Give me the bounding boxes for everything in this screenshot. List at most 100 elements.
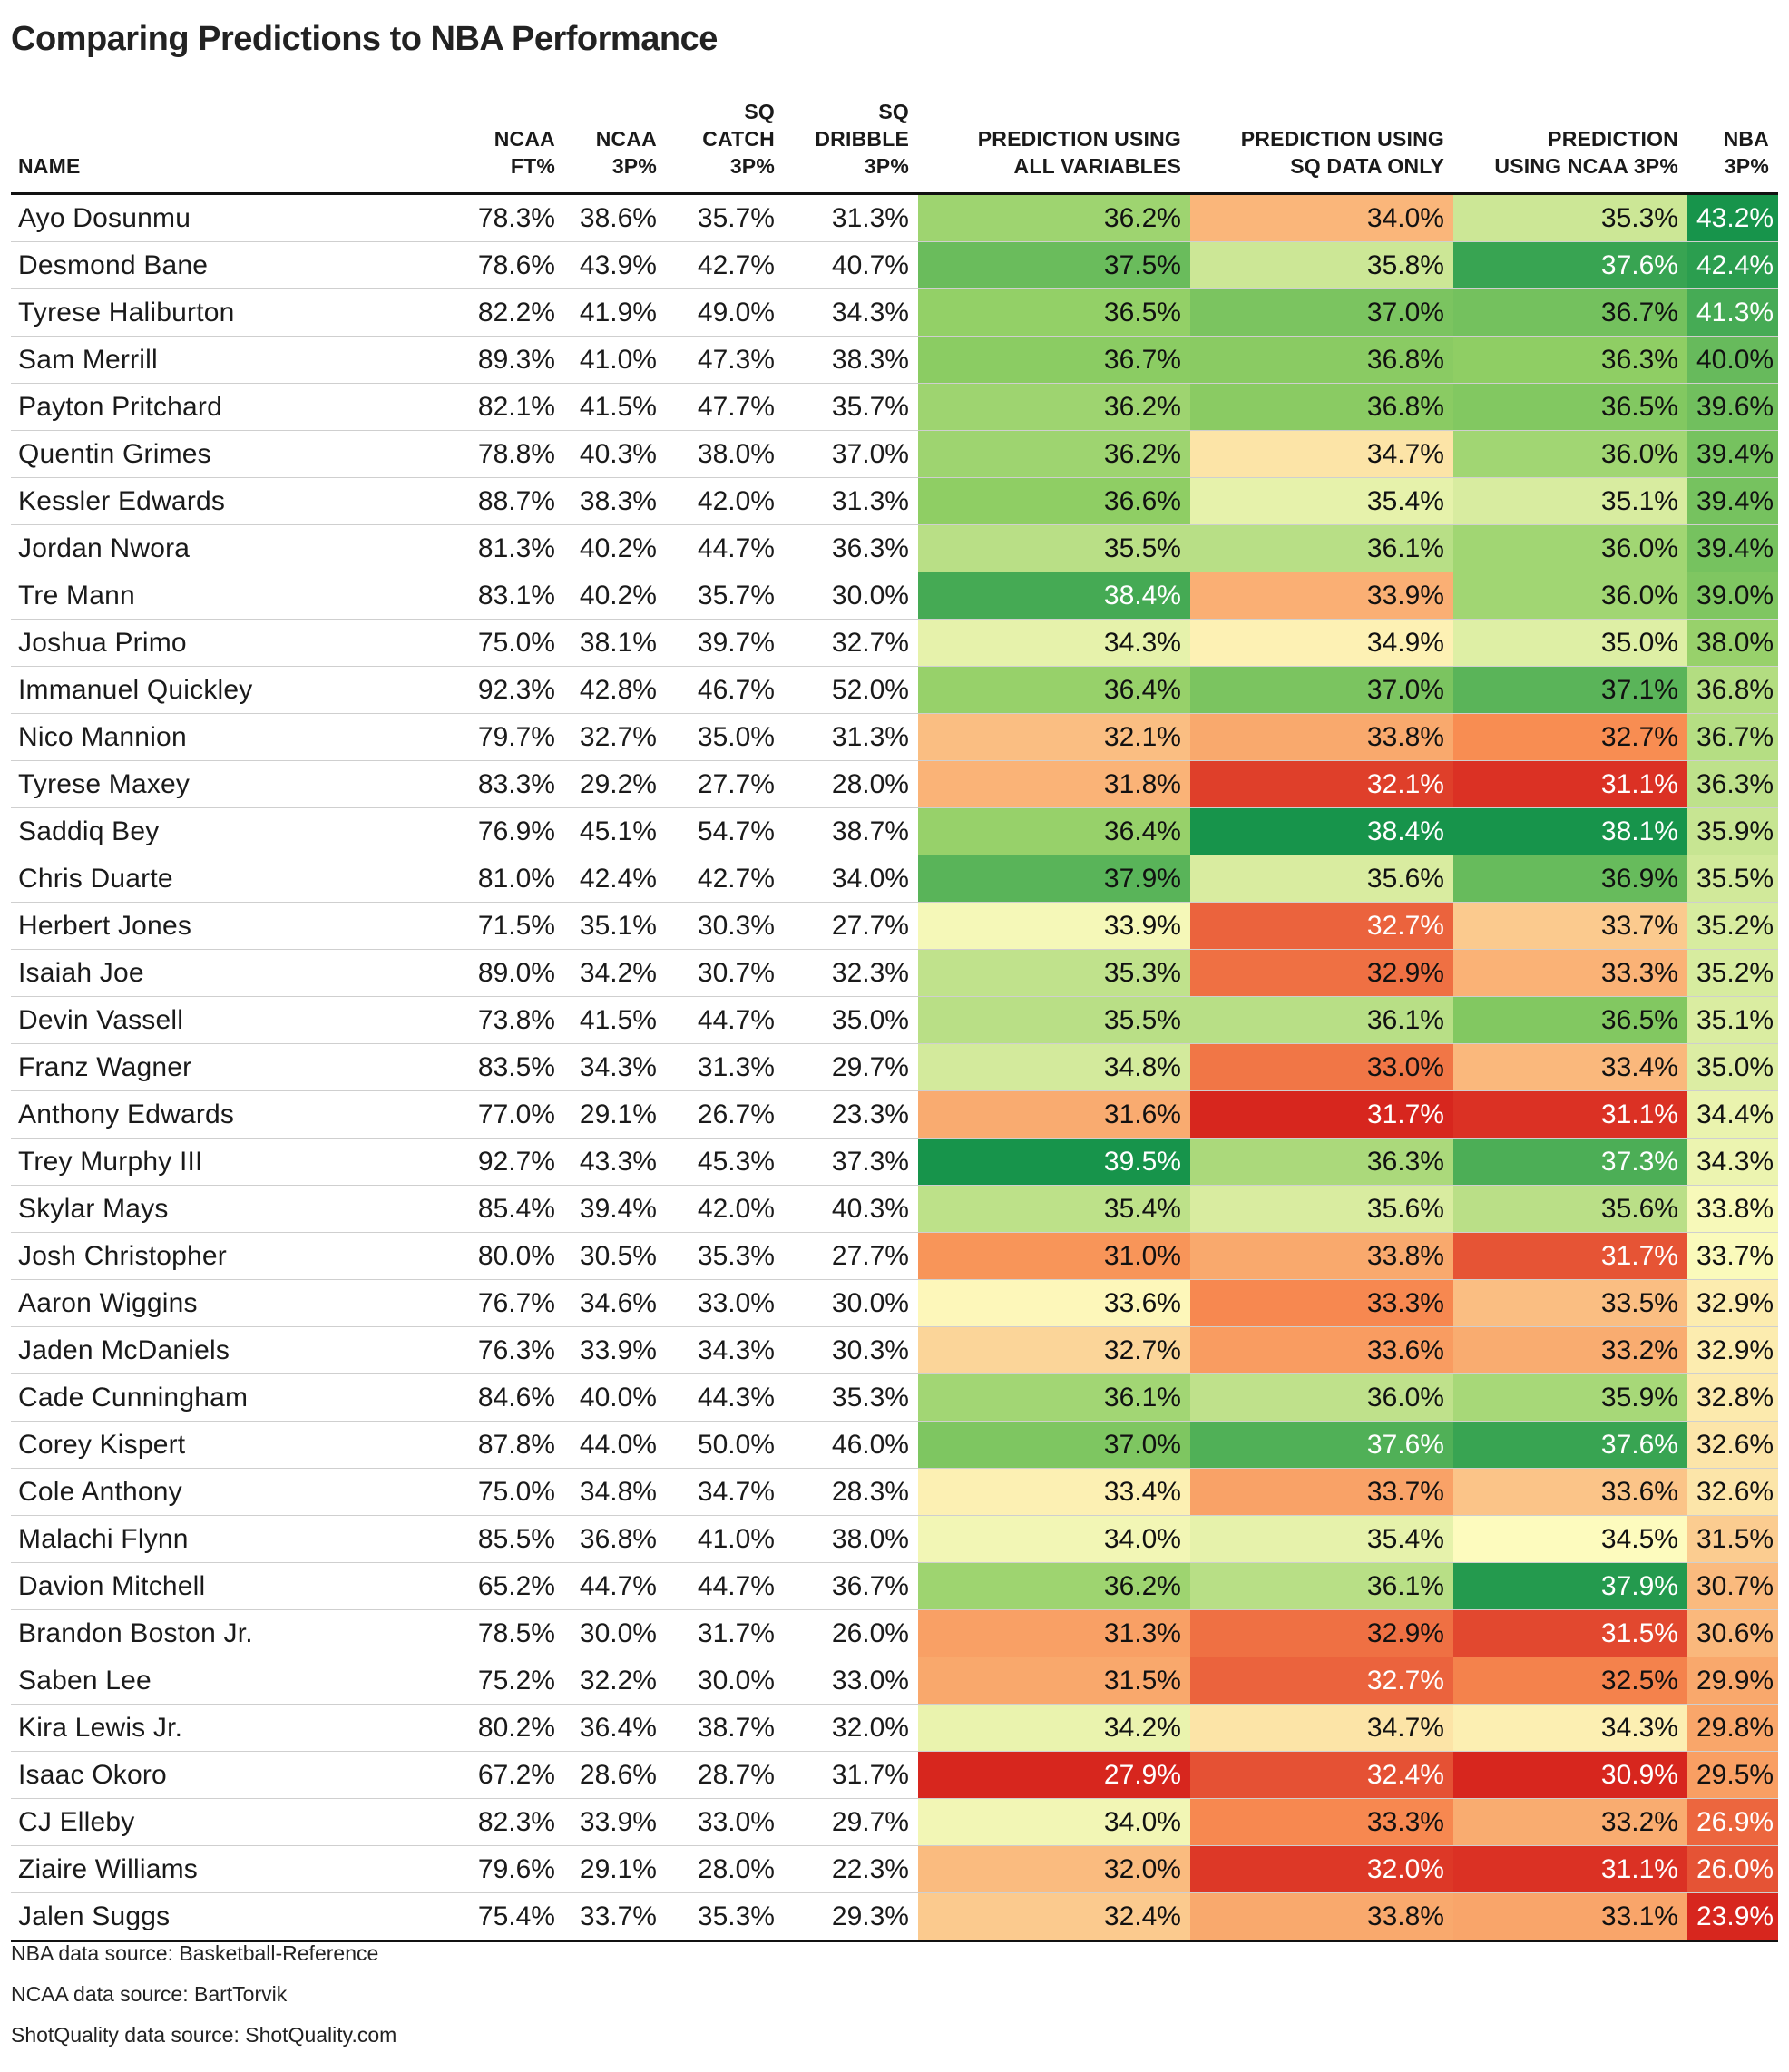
pred-all-cell: 35.4% bbox=[918, 1185, 1190, 1233]
footer-shotquality-source: ShotQuality data source: ShotQuality.com bbox=[11, 2023, 397, 2047]
pred-sq-cell: 32.7% bbox=[1190, 1657, 1453, 1705]
ncaa-3p-cell: 34.8% bbox=[564, 1468, 666, 1516]
pred-ncaa-cell: 36.5% bbox=[1453, 383, 1687, 431]
ncaa-ft-cell: 77.0% bbox=[464, 1090, 564, 1139]
sq-dribble-cell: 30.0% bbox=[784, 1279, 918, 1327]
nba-3p-cell: 29.8% bbox=[1687, 1704, 1778, 1752]
pred-ncaa-cell: 37.1% bbox=[1453, 666, 1687, 714]
nba-3p-cell: 29.5% bbox=[1687, 1751, 1778, 1799]
sq-dribble-cell: 35.7% bbox=[784, 383, 918, 431]
ncaa-3p-cell: 40.2% bbox=[564, 524, 666, 572]
ncaa-3p-cell: 34.2% bbox=[564, 949, 666, 997]
pred-all-cell: 34.8% bbox=[918, 1043, 1190, 1091]
table-row: Saben Lee 75.2% 32.2% 30.0% 33.0% 31.5% 32.7% 3… bbox=[11, 1657, 1778, 1705]
player-name-cell: Cole Anthony bbox=[11, 1468, 464, 1516]
ncaa-3p-cell: 41.0% bbox=[564, 336, 666, 384]
pred-all-cell: 36.2% bbox=[918, 430, 1190, 478]
player-name-cell: Tre Mann bbox=[11, 572, 464, 620]
ncaa-ft-cell: 85.5% bbox=[464, 1515, 564, 1563]
comparison-table: NAME NCAA FT% NCAA 3P% SQ CATCH 3P% SQ DRIBBLE 3P%… bbox=[11, 80, 1778, 1942]
pred-ncaa-cell: 37.6% bbox=[1453, 1421, 1687, 1469]
pred-sq-cell: 34.9% bbox=[1190, 619, 1453, 667]
ncaa-3p-cell: 43.9% bbox=[564, 241, 666, 289]
ncaa-ft-cell: 78.3% bbox=[464, 193, 564, 242]
pred-all-cell: 33.9% bbox=[918, 902, 1190, 950]
nba-3p-cell: 33.7% bbox=[1687, 1232, 1778, 1280]
pred-all-cell: 36.1% bbox=[918, 1373, 1190, 1422]
nba-3p-cell: 39.4% bbox=[1687, 430, 1778, 478]
table-row: Tre Mann 83.1% 40.2% 35.7% 30.0% 38.4% 33.9% 36… bbox=[11, 572, 1778, 620]
pred-all-cell: 36.5% bbox=[918, 288, 1190, 337]
column-header-pred-sq: PREDICTION USING SQ DATA ONLY bbox=[1190, 80, 1453, 195]
nba-3p-cell: 35.9% bbox=[1687, 807, 1778, 855]
ncaa-ft-cell: 85.4% bbox=[464, 1185, 564, 1233]
ncaa-ft-cell: 81.0% bbox=[464, 855, 564, 903]
table-row: Malachi Flynn 85.5% 36.8% 41.0% 38.0% 34.0% 35… bbox=[11, 1515, 1778, 1563]
sq-dribble-cell: 27.7% bbox=[784, 1232, 918, 1280]
table-row: Cole Anthony 75.0% 34.8% 34.7% 28.3% 33.4% 33.… bbox=[11, 1468, 1778, 1516]
pred-ncaa-cell: 35.0% bbox=[1453, 619, 1687, 667]
column-header-sq-dribble: SQ DRIBBLE 3P% bbox=[784, 80, 918, 195]
sq-dribble-cell: 28.0% bbox=[784, 760, 918, 808]
sq-catch-cell: 46.7% bbox=[666, 666, 784, 714]
nba-3p-cell: 34.3% bbox=[1687, 1138, 1778, 1186]
player-name-cell: Tyrese Maxey bbox=[11, 760, 464, 808]
ncaa-3p-cell: 32.2% bbox=[564, 1657, 666, 1705]
pred-all-cell: 34.0% bbox=[918, 1798, 1190, 1846]
ncaa-3p-cell: 42.8% bbox=[564, 666, 666, 714]
player-name-cell: Devin Vassell bbox=[11, 996, 464, 1044]
sq-dribble-cell: 32.3% bbox=[784, 949, 918, 997]
player-name-cell: Brandon Boston Jr. bbox=[11, 1609, 464, 1657]
column-header-pred-all: PREDICTION USING ALL VARIABLES bbox=[918, 80, 1190, 195]
pred-sq-cell: 34.7% bbox=[1190, 430, 1453, 478]
ncaa-ft-cell: 89.0% bbox=[464, 949, 564, 997]
table-row: Saddiq Bey 76.9% 45.1% 54.7% 38.7% 36.4% 38.4%… bbox=[11, 807, 1778, 855]
chart-title: Comparing Predictions to NBA Performance bbox=[11, 20, 718, 58]
nba-3p-cell: 35.2% bbox=[1687, 902, 1778, 950]
player-name-cell: Franz Wagner bbox=[11, 1043, 464, 1091]
pred-sq-cell: 35.4% bbox=[1190, 1515, 1453, 1563]
pred-sq-cell: 36.8% bbox=[1190, 383, 1453, 431]
pred-sq-cell: 37.0% bbox=[1190, 288, 1453, 337]
sq-catch-cell: 35.7% bbox=[666, 572, 784, 620]
ncaa-3p-cell: 42.4% bbox=[564, 855, 666, 903]
pred-sq-cell: 32.4% bbox=[1190, 1751, 1453, 1799]
ncaa-ft-cell: 83.1% bbox=[464, 572, 564, 620]
pred-ncaa-cell: 38.1% bbox=[1453, 807, 1687, 855]
ncaa-ft-cell: 75.0% bbox=[464, 1468, 564, 1516]
table-row: Kira Lewis Jr. 80.2% 36.4% 38.7% 32.0% 34.2% 3… bbox=[11, 1704, 1778, 1752]
ncaa-3p-cell: 44.7% bbox=[564, 1562, 666, 1610]
pred-ncaa-cell: 31.7% bbox=[1453, 1232, 1687, 1280]
pred-ncaa-cell: 35.9% bbox=[1453, 1373, 1687, 1422]
pred-all-cell: 32.0% bbox=[918, 1845, 1190, 1893]
pred-all-cell: 33.4% bbox=[918, 1468, 1190, 1516]
sq-catch-cell: 45.3% bbox=[666, 1138, 784, 1186]
player-name-cell: Corey Kispert bbox=[11, 1421, 464, 1469]
sq-dribble-cell: 38.0% bbox=[784, 1515, 918, 1563]
ncaa-ft-cell: 89.3% bbox=[464, 336, 564, 384]
pred-sq-cell: 33.8% bbox=[1190, 1892, 1453, 1942]
player-name-cell: Cade Cunningham bbox=[11, 1373, 464, 1422]
pred-ncaa-cell: 34.5% bbox=[1453, 1515, 1687, 1563]
pred-all-cell: 36.4% bbox=[918, 666, 1190, 714]
player-name-cell: Chris Duarte bbox=[11, 855, 464, 903]
nba-3p-cell: 30.6% bbox=[1687, 1609, 1778, 1657]
pred-ncaa-cell: 35.1% bbox=[1453, 477, 1687, 525]
pred-sq-cell: 37.6% bbox=[1190, 1421, 1453, 1469]
pred-all-cell: 31.0% bbox=[918, 1232, 1190, 1280]
ncaa-ft-cell: 76.3% bbox=[464, 1326, 564, 1374]
table-row: Kessler Edwards 88.7% 38.3% 42.0% 31.3% 36.6%… bbox=[11, 477, 1778, 525]
pred-all-cell: 31.3% bbox=[918, 1609, 1190, 1657]
player-name-cell: Herbert Jones bbox=[11, 902, 464, 950]
pred-all-cell: 38.4% bbox=[918, 572, 1190, 620]
player-name-cell: Trey Murphy III bbox=[11, 1138, 464, 1186]
table-row: Josh Christopher 80.0% 30.5% 35.3% 27.7% 31.0… bbox=[11, 1232, 1778, 1280]
table-row: Franz Wagner 83.5% 34.3% 31.3% 29.7% 34.8% 33.… bbox=[11, 1043, 1778, 1091]
pred-ncaa-cell: 35.6% bbox=[1453, 1185, 1687, 1233]
column-header-ncaa-ft: NCAA FT% bbox=[464, 80, 564, 195]
sq-catch-cell: 50.0% bbox=[666, 1421, 784, 1469]
sq-catch-cell: 44.7% bbox=[666, 1562, 784, 1610]
ncaa-ft-cell: 78.8% bbox=[464, 430, 564, 478]
player-name-cell: Davion Mitchell bbox=[11, 1562, 464, 1610]
pred-ncaa-cell: 34.3% bbox=[1453, 1704, 1687, 1752]
